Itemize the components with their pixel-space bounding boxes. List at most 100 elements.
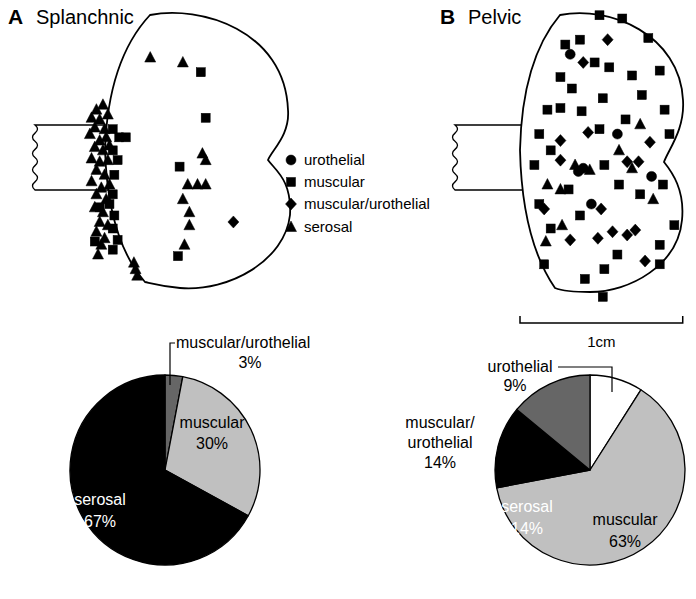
receptive-field-square [201, 113, 210, 122]
receptive-field-triangle [91, 188, 102, 199]
receptive-field-square [637, 91, 646, 100]
receptive-field-diamond [602, 34, 613, 46]
receptive-field-square [110, 211, 119, 220]
panel-title: Pelvic [468, 6, 521, 28]
receptive-field-triangle [540, 236, 551, 247]
receptive-field-triangle [635, 118, 646, 129]
receptive-field-diamond [578, 56, 589, 68]
receptive-field-diamond [565, 234, 576, 246]
receptive-field-diamond [596, 203, 607, 215]
legend-symbol [286, 198, 297, 210]
legend-label: serosal [304, 218, 352, 235]
receptive-field-triangle [97, 99, 108, 110]
slice-name: muscular/urothelial [176, 334, 310, 351]
receptive-field-triangle [93, 249, 104, 259]
urethra [33, 125, 109, 190]
receptive-field-diamond [644, 136, 655, 148]
receptive-field-square [598, 292, 607, 301]
slice-name: serosal [74, 491, 126, 508]
receptive-field-triangle [145, 52, 156, 63]
pie-slice [70, 375, 248, 565]
receptive-field-triangle [184, 206, 195, 217]
receptive-field-diamond [640, 255, 651, 267]
receptive-field-diamond [228, 216, 239, 228]
urethra [453, 125, 524, 190]
receptive-field-square [613, 250, 622, 259]
receptive-field-diamond [630, 224, 641, 236]
panel-title: Splanchnic [36, 6, 134, 28]
receptive-field-square [108, 245, 117, 254]
bladder-outline [105, 13, 290, 288]
receptive-field-square [561, 40, 570, 49]
receptive-field-triangle [184, 219, 195, 230]
receptive-field-diamond [592, 232, 603, 244]
receptive-field-square [575, 211, 584, 220]
points [84, 52, 239, 281]
receptive-field-triangle [96, 239, 107, 250]
receptive-field-square [598, 94, 607, 103]
slice-name: muscular [180, 414, 246, 431]
receptive-field-triangle [130, 263, 141, 274]
receptive-field-square [655, 260, 664, 269]
receptive-field-circle [647, 171, 657, 181]
slice-name: muscular [593, 511, 659, 528]
receptive-field-triangle [86, 112, 97, 123]
slice-name-line: muscular/ [405, 414, 475, 431]
receptive-field-square [600, 265, 609, 274]
scale-bar-label: 1cm [587, 333, 615, 350]
receptive-field-square [113, 156, 122, 165]
receptive-field-triangle [99, 123, 110, 134]
pie-labels: urothelial9%muscular63%serosal14%muscula… [405, 358, 658, 550]
receptive-field-square [543, 105, 552, 114]
receptive-field-triangle [570, 159, 581, 170]
receptive-field-triangle [97, 206, 108, 217]
receptive-field-square [556, 73, 565, 82]
receptive-field-square [628, 71, 637, 80]
bladder-outline [520, 13, 683, 292]
legend-symbol [287, 178, 296, 187]
receptive-field-triangle [84, 128, 95, 139]
pie [70, 375, 260, 565]
receptive-field-triangle [128, 257, 139, 268]
receptive-field-triangle [89, 201, 100, 212]
receptive-field-diamond [539, 203, 550, 215]
receptive-field-square [540, 260, 549, 269]
receptive-field-square [670, 221, 679, 230]
panel-label: A [8, 5, 23, 28]
receptive-field-triangle [101, 193, 112, 204]
pie [495, 375, 685, 565]
receptive-field-square [567, 84, 576, 93]
pie-labels: muscular/urothelial3%muscular30%serosal6… [74, 334, 310, 530]
receptive-field-triangle [179, 239, 190, 250]
receptive-field-triangle [91, 164, 102, 175]
receptive-field-square [660, 105, 669, 114]
receptive-field-square [665, 130, 674, 139]
receptive-field-diamond [555, 135, 566, 147]
scale-bar: 1cm [520, 316, 683, 350]
points [530, 11, 679, 302]
leader-line [558, 367, 612, 392]
receptive-field-square [535, 130, 544, 139]
receptive-field-triangle [200, 179, 211, 190]
slice-value: 14% [511, 520, 543, 537]
receptive-field-diamond [607, 226, 618, 238]
legend-symbol [286, 155, 296, 165]
receptive-field-diamond [583, 126, 594, 138]
receptive-field-triangle [102, 154, 113, 165]
receptive-field-triangle [614, 144, 625, 155]
receptive-field-square [90, 237, 99, 246]
receptive-field-square [600, 161, 609, 170]
receptive-field-triangle [86, 175, 97, 186]
receptive-field-square [530, 161, 539, 170]
receptive-field-diamond [555, 154, 566, 166]
receptive-field-square [644, 34, 653, 43]
legend-label: muscular/urothelial [304, 195, 430, 212]
slice-value: 14% [424, 454, 456, 471]
receptive-field-square [546, 146, 555, 155]
figure: A Splanchnic muscular/urothelial3%muscular… [0, 0, 696, 599]
receptive-field-triangle [177, 193, 188, 204]
receptive-field-diamond [633, 156, 644, 168]
receptive-field-square [655, 240, 664, 249]
slice-name: serosal [501, 498, 553, 515]
slice-name: urothelial [488, 358, 553, 375]
